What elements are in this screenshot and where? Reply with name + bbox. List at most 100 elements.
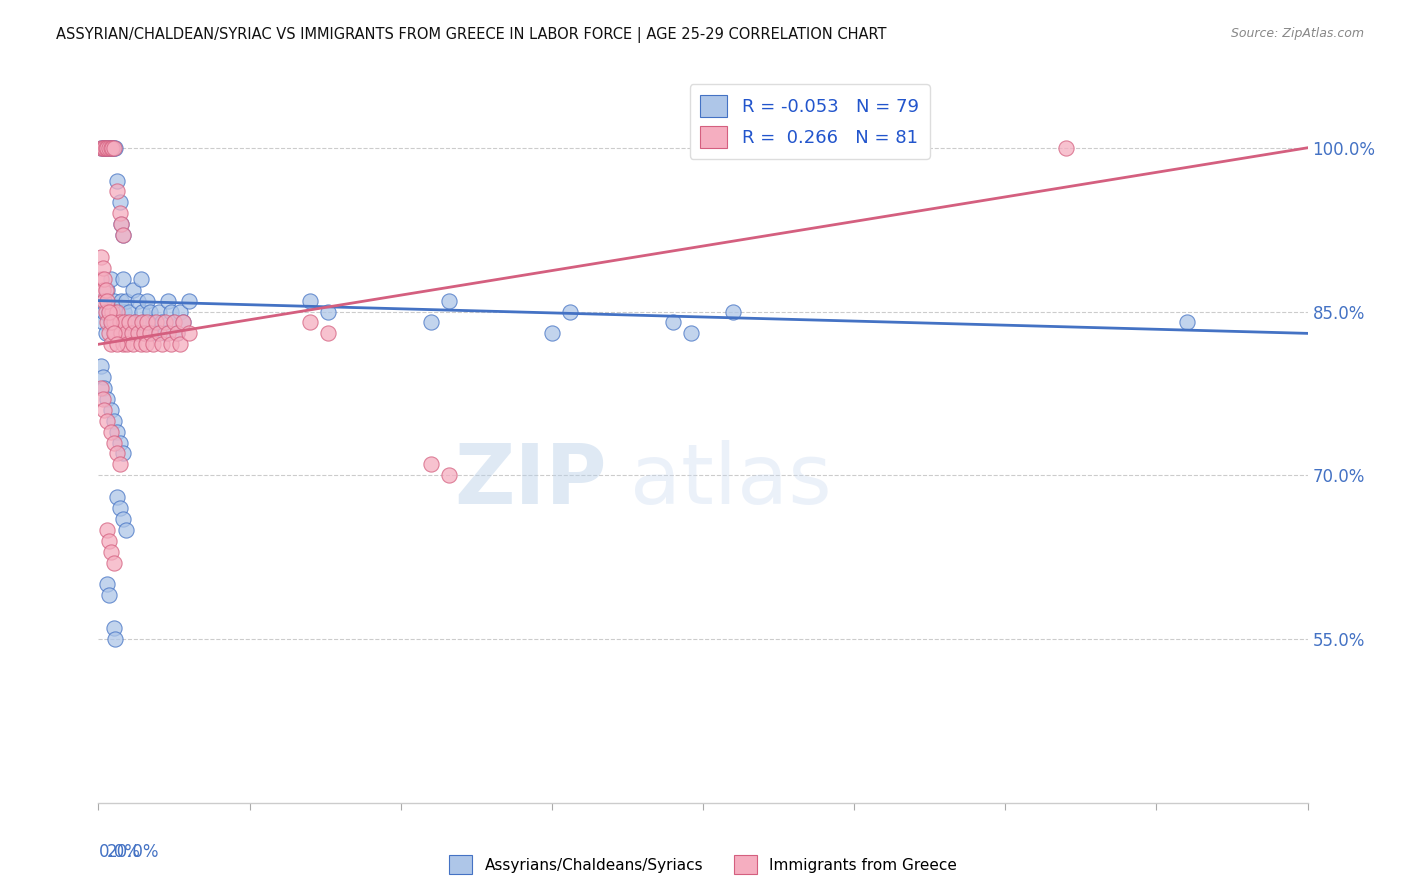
Point	[98, 588, 121, 602]
Point	[93, 381, 115, 395]
Text: Source: ZipAtlas.com: Source: ZipAtlas.com	[1230, 27, 1364, 40]
Point	[121, 326, 143, 341]
Point	[93, 304, 115, 318]
Point	[98, 326, 121, 341]
Point	[108, 458, 131, 472]
Point	[103, 621, 125, 635]
Point	[145, 315, 167, 329]
Point	[110, 217, 132, 231]
Point	[91, 260, 114, 275]
Point	[90, 293, 112, 308]
Point	[90, 272, 112, 286]
Point	[100, 337, 122, 351]
Point	[96, 392, 118, 406]
Point	[117, 315, 139, 329]
Point	[679, 326, 702, 341]
Point	[299, 315, 322, 329]
Point	[98, 533, 121, 548]
Point	[108, 326, 131, 341]
Point	[110, 326, 132, 341]
Point	[112, 315, 135, 329]
Point	[96, 293, 118, 308]
Point	[108, 206, 131, 220]
Point	[153, 326, 176, 341]
Point	[163, 315, 186, 329]
Point	[118, 304, 141, 318]
Point	[111, 228, 134, 243]
Point	[1175, 315, 1198, 329]
Point	[103, 293, 125, 308]
Point	[114, 523, 136, 537]
Point	[91, 370, 114, 384]
Point	[420, 315, 443, 329]
Point	[124, 315, 146, 329]
Point	[169, 337, 191, 351]
Point	[91, 392, 114, 406]
Point	[94, 304, 117, 318]
Y-axis label: In Labor Force | Age 25-29: In Labor Force | Age 25-29	[0, 336, 8, 538]
Text: 0.0%: 0.0%	[98, 843, 141, 861]
Point	[100, 315, 122, 329]
Point	[135, 326, 157, 341]
Point	[93, 402, 115, 417]
Point	[105, 446, 128, 460]
Point	[148, 304, 170, 318]
Point	[148, 326, 170, 341]
Point	[94, 283, 117, 297]
Point	[135, 315, 157, 329]
Point	[129, 272, 152, 286]
Point	[110, 293, 132, 308]
Point	[121, 326, 143, 341]
Point	[100, 425, 122, 439]
Point	[179, 326, 201, 341]
Point	[172, 315, 194, 329]
Point	[127, 293, 149, 308]
Point	[105, 173, 128, 187]
Legend: Assyrians/Chaldeans/Syriacs, Immigrants from Greece: Assyrians/Chaldeans/Syriacs, Immigrants …	[443, 849, 963, 880]
Point	[420, 458, 443, 472]
Point	[131, 315, 153, 329]
Point	[90, 250, 112, 264]
Point	[94, 141, 117, 155]
Point	[96, 141, 118, 155]
Point	[105, 425, 128, 439]
Point	[104, 632, 127, 646]
Point	[153, 315, 176, 329]
Point	[108, 435, 131, 450]
Point	[110, 217, 132, 231]
Point	[122, 283, 145, 297]
Point	[91, 315, 114, 329]
Point	[105, 337, 128, 351]
Point	[100, 141, 122, 155]
Point	[124, 315, 146, 329]
Point	[93, 141, 115, 155]
Point	[105, 304, 128, 318]
Point	[98, 304, 121, 318]
Point	[114, 293, 136, 308]
Point	[96, 283, 118, 297]
Point	[166, 326, 188, 341]
Point	[111, 272, 134, 286]
Legend: R = -0.053   N = 79, R =  0.266   N = 81: R = -0.053 N = 79, R = 0.266 N = 81	[689, 84, 929, 159]
Point	[1054, 141, 1077, 155]
Point	[122, 337, 145, 351]
Point	[100, 272, 122, 286]
Text: 20.0%: 20.0%	[107, 843, 159, 861]
Point	[100, 141, 122, 155]
Point	[93, 293, 115, 308]
Point	[139, 304, 162, 318]
Point	[103, 435, 125, 450]
Point	[104, 304, 127, 318]
Point	[437, 468, 460, 483]
Point	[111, 512, 134, 526]
Point	[114, 326, 136, 341]
Point	[103, 141, 125, 155]
Point	[90, 141, 112, 155]
Point	[93, 272, 115, 286]
Point	[91, 283, 114, 297]
Point	[166, 326, 188, 341]
Point	[558, 304, 581, 318]
Point	[108, 501, 131, 516]
Point	[91, 141, 114, 155]
Point	[135, 337, 157, 351]
